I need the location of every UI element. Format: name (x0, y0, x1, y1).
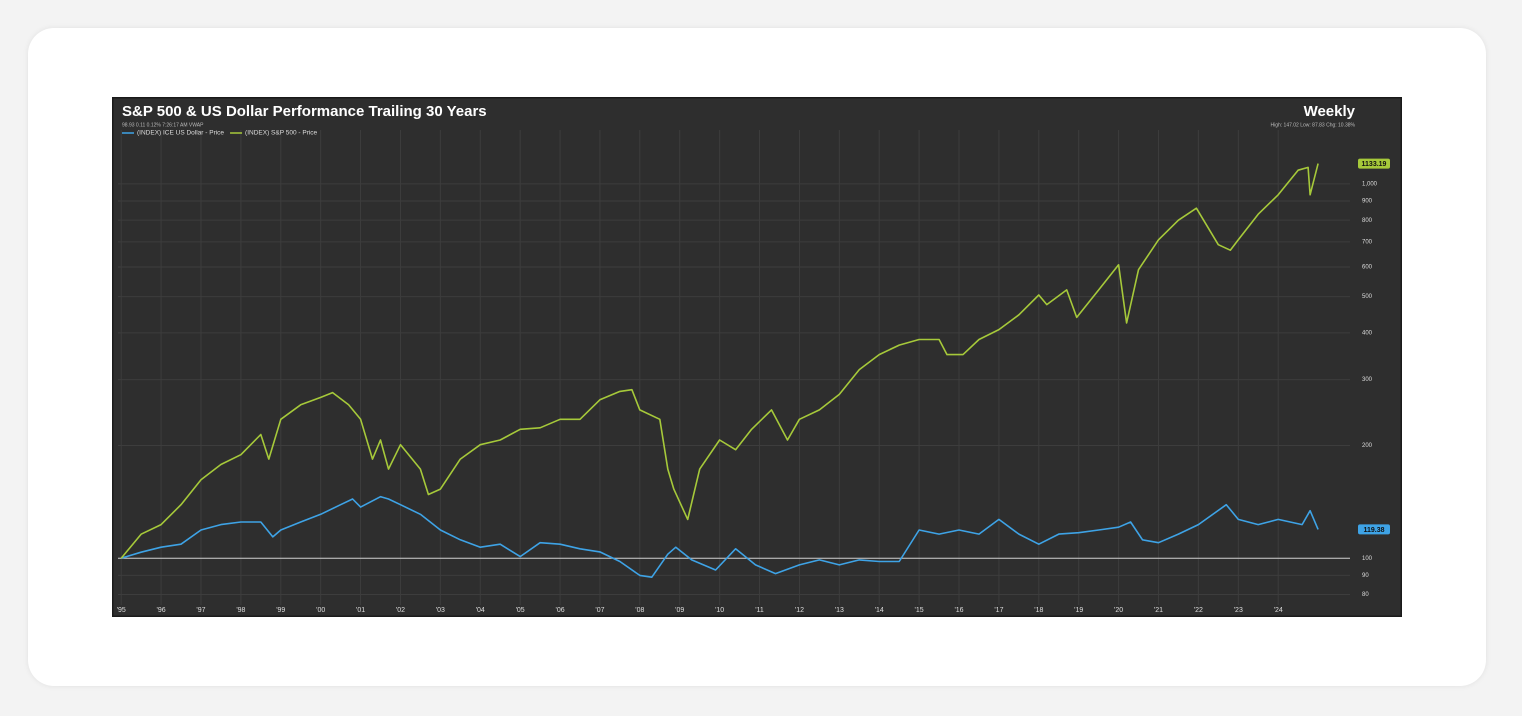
y-tick-label: 100 (1362, 556, 1373, 562)
x-tick-label: '96 (157, 607, 166, 614)
y-tick-label: 400 (1362, 330, 1373, 336)
y-tick-label: 900 (1362, 199, 1373, 205)
x-tick-label: '06 (555, 607, 564, 614)
x-tick-label: '04 (476, 607, 485, 614)
x-tick-label: '19 (1074, 607, 1083, 614)
x-tick-label: '14 (875, 607, 884, 614)
chart: S&P 500 & US Dollar Performance Trailing… (112, 97, 1402, 617)
x-tick-label: '95 (117, 607, 126, 614)
x-tick-label: '00 (316, 607, 325, 614)
x-tick-label: '16 (954, 607, 963, 614)
y-tick-label: 300 (1362, 377, 1373, 383)
last-value-label: 1133.19 (1362, 161, 1387, 168)
chart-subtitle: Weekly (1304, 103, 1356, 120)
series-line (120, 495, 1319, 578)
last-value-label: 119.38 (1363, 527, 1384, 534)
y-tick-label: 700 (1362, 239, 1373, 245)
info-left: 98.93 0.11 0.12% 7:26:17 AM VWAP (122, 122, 204, 128)
y-tick-label: 600 (1362, 265, 1373, 271)
x-tick-label: '01 (356, 607, 365, 614)
x-tick-label: '20 (1114, 607, 1123, 614)
y-tick-label: 1,000 (1362, 181, 1378, 187)
x-tick-label: '03 (436, 607, 445, 614)
x-tick-label: '11 (755, 607, 764, 614)
x-tick-label: '18 (1034, 607, 1043, 614)
x-tick-label: '09 (675, 607, 684, 614)
last-value-tag (1358, 158, 1390, 169)
x-tick-label: '17 (994, 607, 1003, 614)
x-tick-label: '21 (1154, 607, 1163, 614)
series-line (120, 163, 1319, 559)
x-tick-label: '12 (795, 607, 804, 614)
x-tick-label: '15 (915, 607, 924, 614)
x-tick-label: '07 (595, 607, 604, 614)
chart-background (112, 97, 1402, 617)
y-tick-label: 500 (1362, 294, 1373, 300)
x-tick-label: '99 (276, 607, 285, 614)
x-tick-label: '08 (635, 607, 644, 614)
x-tick-label: '97 (196, 607, 205, 614)
x-tick-label: '02 (396, 607, 405, 614)
legend-label: (INDEX) ICE US Dollar - Price (137, 130, 224, 137)
y-tick-label: 200 (1362, 443, 1373, 449)
x-tick-label: '13 (835, 607, 844, 614)
y-tick-label: 800 (1362, 218, 1373, 224)
y-tick-label: 90 (1362, 573, 1369, 579)
x-tick-label: '05 (516, 607, 525, 614)
x-tick-label: '98 (236, 607, 245, 614)
y-tick-label: 80 (1362, 592, 1369, 598)
info-right: High: 147.02 Low: 87.83 Chg: 10.38% (1270, 122, 1355, 128)
chart-title: S&P 500 & US Dollar Performance Trailing… (122, 103, 487, 120)
legend-label: (INDEX) S&P 500 - Price (245, 130, 318, 137)
x-tick-label: '10 (715, 607, 724, 614)
x-tick-label: '23 (1234, 607, 1243, 614)
x-tick-label: '22 (1194, 607, 1203, 614)
x-tick-label: '24 (1274, 607, 1283, 614)
last-value-tag (1358, 524, 1390, 535)
